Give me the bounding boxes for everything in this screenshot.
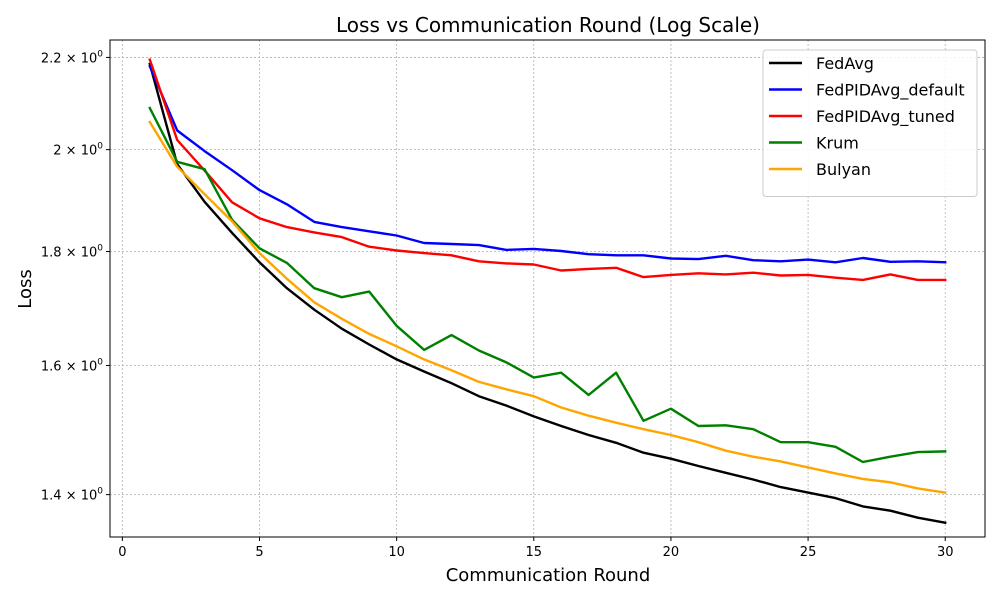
series-line-Bulyan <box>148 120 947 494</box>
x-tick-label: 20 <box>663 545 680 560</box>
x-tick-label: 0 <box>118 545 126 560</box>
y-tick-label-exponent: 0 <box>97 49 103 59</box>
y-tick-label-exponent: 0 <box>97 487 103 497</box>
legend-label: FedPIDAvg_default <box>816 81 965 101</box>
y-tick-label: 2.2 × 100 <box>41 49 103 66</box>
series-line-Krum <box>148 106 947 464</box>
y-tick-label: 2 × 100 <box>53 142 103 159</box>
series-line-FedAvg <box>148 62 947 525</box>
series-line-FedPIDAvg_tuned <box>148 58 947 282</box>
y-tick-label: 1.6 × 100 <box>41 357 103 374</box>
x-axis-label: Communication Round <box>446 565 651 586</box>
legend-label: FedAvg <box>816 54 874 73</box>
legend-label: Krum <box>816 134 859 153</box>
x-tick-label: 5 <box>255 545 263 560</box>
y-tick-label-base: 1.6 × 10 <box>41 359 97 374</box>
x-tick-label: 25 <box>800 545 817 560</box>
y-tick-label-base: 1.4 × 10 <box>41 489 97 504</box>
y-tick-label-exponent: 0 <box>97 357 103 367</box>
y-tick-label-exponent: 0 <box>97 142 103 152</box>
x-axis-ticks: 0 5 10 15 20 25 30 <box>118 537 954 560</box>
chart-title: Loss vs Communication Round (Log Scale) <box>336 13 760 37</box>
x-tick-label: 30 <box>937 545 954 560</box>
plot-frame <box>109 39 986 538</box>
x-tick-label: 15 <box>526 545 543 560</box>
y-axis-label: Loss <box>15 269 36 308</box>
legend-label: FedPIDAvg_tuned <box>816 107 955 127</box>
y-tick-label: 1.4 × 100 <box>41 487 103 504</box>
legend-box <box>762 49 978 197</box>
series-lines <box>148 58 947 525</box>
legend: FedAvg FedPIDAvg_default FedPIDAvg_tuned Kr… <box>762 49 978 197</box>
x-tick-label: 10 <box>388 545 405 560</box>
series-line-FedPIDAvg_default <box>148 64 947 264</box>
legend-label: Bulyan <box>816 160 871 179</box>
y-tick-label: 1.8 × 100 <box>41 244 103 261</box>
y-tick-label-base: 1.8 × 10 <box>41 246 97 261</box>
y-tick-label-base: 2 × 10 <box>53 144 97 159</box>
y-tick-label-base: 2.2 × 10 <box>41 51 97 66</box>
y-tick-label-exponent: 0 <box>97 244 103 254</box>
